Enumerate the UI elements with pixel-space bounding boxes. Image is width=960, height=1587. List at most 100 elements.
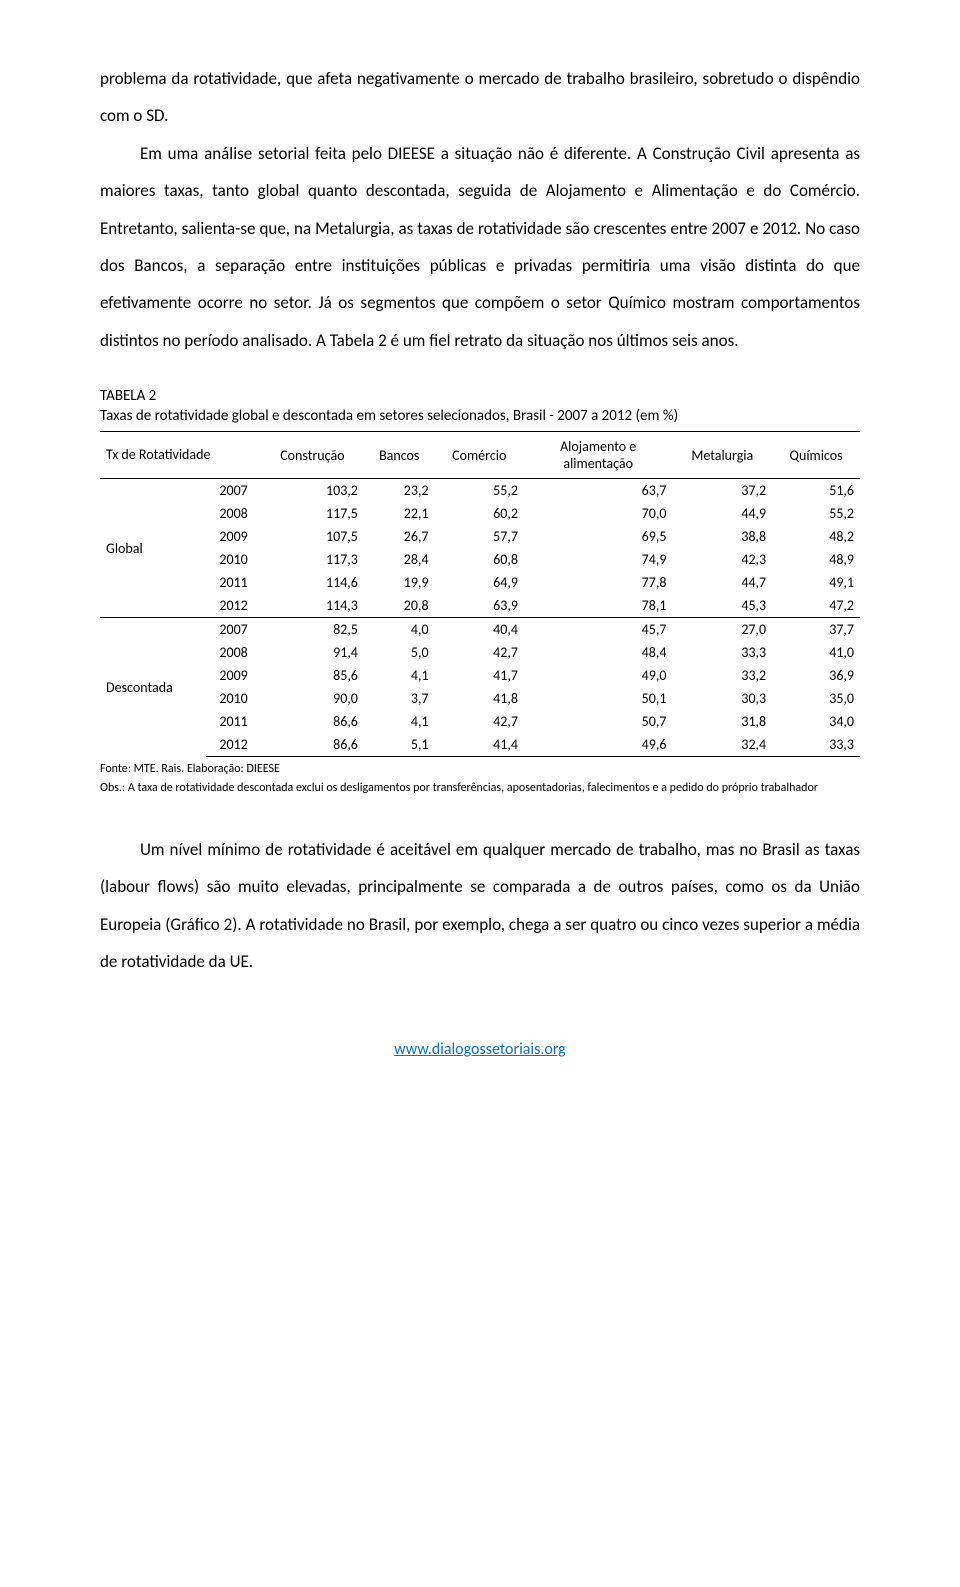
value-cell: 114,3 — [261, 594, 364, 618]
table-row: 2008117,522,160,270,044,955,2 — [100, 502, 860, 525]
value-cell: 49,0 — [524, 664, 673, 687]
value-cell: 117,5 — [261, 502, 364, 525]
col-metalurgia: Metalurgia — [672, 432, 772, 479]
year-cell: 2007 — [206, 479, 261, 503]
value-cell: 5,0 — [364, 641, 435, 664]
value-cell: 38,8 — [672, 525, 772, 548]
value-cell: 35,0 — [772, 687, 860, 710]
year-cell: 2012 — [206, 594, 261, 618]
year-cell: 2009 — [206, 525, 261, 548]
value-cell: 19,9 — [364, 571, 435, 594]
value-cell: 47,2 — [772, 594, 860, 618]
value-cell: 82,5 — [261, 618, 364, 642]
value-cell: 86,6 — [261, 710, 364, 733]
value-cell: 44,9 — [672, 502, 772, 525]
table-row: 201186,64,142,750,731,834,0 — [100, 710, 860, 733]
table-source: Fonte: MTE. Rais. Elaboração: DIEESE — [100, 761, 860, 778]
value-cell: 33,3 — [772, 733, 860, 757]
year-cell: 2012 — [206, 733, 261, 757]
value-cell: 63,7 — [524, 479, 673, 503]
value-cell: 5,1 — [364, 733, 435, 757]
value-cell: 90,0 — [261, 687, 364, 710]
value-cell: 69,5 — [524, 525, 673, 548]
footer-link-container: www.dialogossetoriais.org — [100, 1040, 860, 1059]
table-row: 2011114,619,964,977,844,749,1 — [100, 571, 860, 594]
value-cell: 60,8 — [435, 548, 524, 571]
value-cell: 37,7 — [772, 618, 860, 642]
table-row: 2009107,526,757,769,538,848,2 — [100, 525, 860, 548]
value-cell: 28,4 — [364, 548, 435, 571]
paragraph-2: Em uma análise setorial feita pelo DIEES… — [100, 135, 860, 359]
col-construcao: Construção — [261, 432, 364, 479]
value-cell: 57,7 — [435, 525, 524, 548]
col-quimicos: Químicos — [772, 432, 860, 479]
value-cell: 50,7 — [524, 710, 673, 733]
value-cell: 32,4 — [672, 733, 772, 757]
value-cell: 22,1 — [364, 502, 435, 525]
value-cell: 36,9 — [772, 664, 860, 687]
value-cell: 31,8 — [672, 710, 772, 733]
value-cell: 42,7 — [435, 641, 524, 664]
value-cell: 26,7 — [364, 525, 435, 548]
paragraph-1: problema da rotatividade, que afeta nega… — [100, 60, 860, 135]
year-cell: 2010 — [206, 687, 261, 710]
value-cell: 41,8 — [435, 687, 524, 710]
value-cell: 50,1 — [524, 687, 673, 710]
value-cell: 45,7 — [524, 618, 673, 642]
value-cell: 86,6 — [261, 733, 364, 757]
intro-paragraphs: problema da rotatividade, que afeta nega… — [100, 60, 860, 359]
table-note: Obs.: A taxa de rotatividade descontada … — [100, 780, 860, 797]
footer-url[interactable]: www.dialogossetoriais.org — [394, 1040, 565, 1059]
value-cell: 74,9 — [524, 548, 673, 571]
table-row: 201090,03,741,850,130,335,0 — [100, 687, 860, 710]
value-cell: 4,0 — [364, 618, 435, 642]
value-cell: 70,0 — [524, 502, 673, 525]
value-cell: 63,9 — [435, 594, 524, 618]
value-cell: 114,6 — [261, 571, 364, 594]
value-cell: 49,1 — [772, 571, 860, 594]
value-cell: 44,7 — [672, 571, 772, 594]
value-cell: 42,3 — [672, 548, 772, 571]
value-cell: 48,9 — [772, 548, 860, 571]
table-row: Global2007103,223,255,263,737,251,6 — [100, 479, 860, 503]
table-row: 2012114,320,863,978,145,347,2 — [100, 594, 860, 618]
value-cell: 20,8 — [364, 594, 435, 618]
closing-paragraph-block: Um nível mínimo de rotatividade é aceitá… — [100, 831, 860, 981]
value-cell: 41,4 — [435, 733, 524, 757]
value-cell: 117,3 — [261, 548, 364, 571]
group-label: Global — [100, 479, 206, 618]
value-cell: 55,2 — [772, 502, 860, 525]
group-label: Descontada — [100, 618, 206, 757]
value-cell: 30,3 — [672, 687, 772, 710]
value-cell: 4,1 — [364, 710, 435, 733]
value-cell: 77,8 — [524, 571, 673, 594]
table-label: TABELA 2 — [100, 387, 860, 405]
table-row: 2010117,328,460,874,942,348,9 — [100, 548, 860, 571]
rotatividade-table: Tx de Rotatividade Construção Bancos Com… — [100, 431, 860, 757]
value-cell: 27,0 — [672, 618, 772, 642]
value-cell: 45,3 — [672, 594, 772, 618]
value-cell: 55,2 — [435, 479, 524, 503]
value-cell: 85,6 — [261, 664, 364, 687]
table-row: 201286,65,141,449,632,433,3 — [100, 733, 860, 757]
value-cell: 107,5 — [261, 525, 364, 548]
value-cell: 51,6 — [772, 479, 860, 503]
year-cell: 2007 — [206, 618, 261, 642]
year-cell: 2011 — [206, 571, 261, 594]
value-cell: 48,2 — [772, 525, 860, 548]
value-cell: 41,7 — [435, 664, 524, 687]
col-bancos: Bancos — [364, 432, 435, 479]
col-tx: Tx de Rotatividade — [100, 432, 261, 479]
value-cell: 23,2 — [364, 479, 435, 503]
value-cell: 41,0 — [772, 641, 860, 664]
value-cell: 33,3 — [672, 641, 772, 664]
year-cell: 2008 — [206, 641, 261, 664]
year-cell: 2011 — [206, 710, 261, 733]
value-cell: 48,4 — [524, 641, 673, 664]
value-cell: 34,0 — [772, 710, 860, 733]
value-cell: 60,2 — [435, 502, 524, 525]
table-row: Descontada200782,54,040,445,727,037,7 — [100, 618, 860, 642]
value-cell: 103,2 — [261, 479, 364, 503]
value-cell: 91,4 — [261, 641, 364, 664]
value-cell: 37,2 — [672, 479, 772, 503]
